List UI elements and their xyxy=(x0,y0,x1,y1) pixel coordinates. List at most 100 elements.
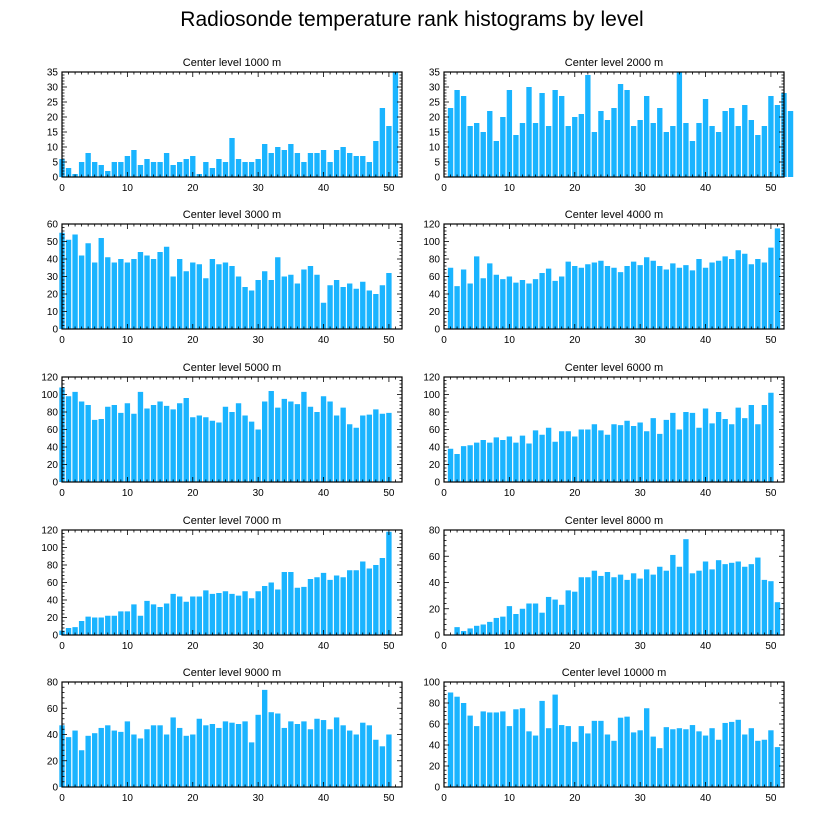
bar xyxy=(670,554,676,635)
bar xyxy=(105,725,111,787)
bar xyxy=(360,722,366,787)
bar xyxy=(761,405,768,482)
bar xyxy=(487,712,493,787)
bar xyxy=(578,577,584,635)
x-tick-label: 40 xyxy=(318,793,330,804)
bar xyxy=(85,735,91,787)
bar xyxy=(637,578,643,635)
bar xyxy=(242,415,248,482)
bar xyxy=(657,108,663,177)
x-tick-label: 20 xyxy=(569,641,581,652)
bar xyxy=(454,454,460,482)
bar xyxy=(474,726,480,787)
bar xyxy=(137,615,144,635)
bar xyxy=(268,391,274,482)
x-tick-label: 20 xyxy=(569,183,581,194)
bar xyxy=(683,123,689,177)
y-tick-label: 20 xyxy=(429,762,441,773)
bar xyxy=(474,256,480,330)
bar xyxy=(137,165,144,177)
bar xyxy=(565,126,571,177)
bar xyxy=(493,141,499,177)
bar xyxy=(118,412,124,483)
bar xyxy=(604,572,611,635)
bar xyxy=(190,262,196,329)
bar xyxy=(532,430,539,483)
bar xyxy=(552,694,558,787)
bar xyxy=(85,616,91,636)
x-tick-label: 10 xyxy=(122,335,134,346)
y-tick-label: 40 xyxy=(47,730,59,741)
bar xyxy=(735,407,741,483)
bar xyxy=(650,260,656,329)
bar xyxy=(506,726,513,787)
bar xyxy=(500,616,506,636)
x-tick-label: 40 xyxy=(318,641,330,652)
bar xyxy=(216,264,222,329)
bar xyxy=(170,593,176,636)
bar xyxy=(545,596,552,635)
y-tick-label: 10 xyxy=(47,307,59,318)
bar xyxy=(373,141,379,177)
bar xyxy=(696,259,702,329)
bar xyxy=(506,436,513,482)
bar xyxy=(294,153,301,177)
bar xyxy=(222,406,229,482)
histogram-panel: Center level 3000 m 0 10 20 30 40 50 0 10 20 30 40 5… xyxy=(47,209,403,346)
bar xyxy=(347,424,353,482)
bar xyxy=(460,269,467,329)
x-tick-label: 30 xyxy=(253,335,265,346)
bar xyxy=(447,108,454,177)
bar xyxy=(78,255,85,329)
y-tick-label: 100 xyxy=(41,390,58,401)
x-tick-label: 30 xyxy=(253,183,265,194)
panel-title: Center level 7000 m xyxy=(183,515,281,527)
bar xyxy=(320,150,327,177)
bar xyxy=(78,621,85,635)
bar xyxy=(196,415,202,482)
bar xyxy=(222,721,229,788)
bar xyxy=(768,247,774,330)
bar xyxy=(487,621,493,636)
bar xyxy=(111,730,117,787)
y-tick-label: 60 xyxy=(47,425,59,436)
bar xyxy=(150,725,157,787)
bar xyxy=(229,593,235,636)
bar xyxy=(65,239,72,329)
x-tick-label: 0 xyxy=(441,641,447,652)
histogram-panel: Center level 4000 m 0 10 20 30 40 50 0 20 40 60 80 1… xyxy=(423,209,785,346)
bar xyxy=(722,564,728,636)
bar xyxy=(467,445,473,482)
bar xyxy=(144,600,150,636)
bar xyxy=(124,611,131,636)
y-tick-label: 50 xyxy=(47,237,59,248)
bar xyxy=(288,572,294,635)
bar xyxy=(203,162,209,177)
bar xyxy=(454,627,460,636)
bar xyxy=(111,615,117,635)
bar xyxy=(170,165,176,177)
bar xyxy=(72,730,78,787)
bar xyxy=(474,123,480,177)
bar xyxy=(353,156,359,177)
histogram-panel: Center level 10000 m 0 10 20 30 40 50 0 20 40 60 80… xyxy=(423,667,785,804)
x-tick-label: 10 xyxy=(504,641,516,652)
bar xyxy=(545,728,552,787)
bar xyxy=(150,405,157,482)
bar xyxy=(722,722,728,787)
bar xyxy=(748,120,754,177)
bar xyxy=(366,290,372,329)
bar xyxy=(281,398,287,483)
bar xyxy=(301,586,307,636)
bar xyxy=(748,405,754,482)
bar xyxy=(65,737,72,788)
bar xyxy=(657,433,663,483)
x-tick-label: 0 xyxy=(59,793,65,804)
bar xyxy=(255,591,261,635)
bar xyxy=(268,280,274,329)
bar xyxy=(480,440,486,482)
bar xyxy=(65,396,72,482)
bar xyxy=(572,436,578,482)
x-tick-label: 40 xyxy=(700,641,712,652)
